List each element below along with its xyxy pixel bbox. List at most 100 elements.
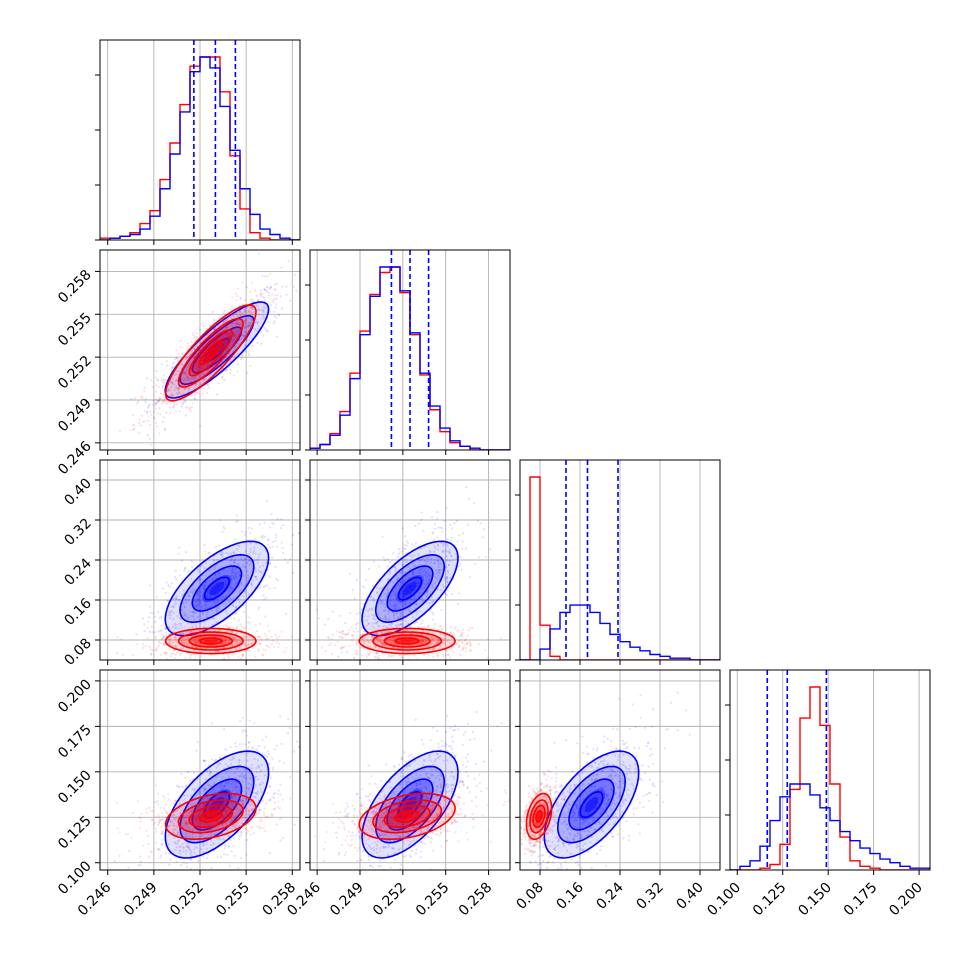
scatter-point [420, 511, 423, 514]
scatter-point [222, 340, 225, 343]
scatter-point [187, 378, 190, 382]
scatter-point [361, 654, 364, 657]
scatter-point [194, 819, 197, 822]
scatter-point [425, 556, 429, 560]
scatter-point [197, 597, 200, 601]
scatter-point [173, 598, 176, 601]
scatter-point [227, 336, 230, 339]
scatter-point [232, 570, 235, 573]
scatter-point [422, 570, 425, 573]
histogram-blue [730, 783, 930, 870]
density-fill-blue [403, 581, 417, 596]
scatter-point [185, 852, 188, 855]
scatter-point [232, 561, 236, 564]
scatter-point [148, 584, 151, 587]
scatter-point [220, 643, 223, 646]
scatter-point [474, 563, 477, 566]
scatter-point [427, 624, 430, 627]
scatter-point [456, 603, 460, 606]
scatter-point [254, 784, 257, 787]
scatter-point [331, 633, 335, 636]
scatter-point [244, 589, 247, 593]
scatter-point [255, 775, 258, 778]
scatter-point [183, 611, 186, 614]
scatter-point [194, 600, 197, 603]
scatter-point [168, 889, 170, 891]
scatter-point [386, 638, 389, 641]
scatter-point [430, 635, 433, 639]
scatter-point [220, 371, 223, 374]
scatter-point [272, 322, 275, 325]
scatter-point [397, 552, 400, 556]
scatter-point [434, 569, 437, 572]
scatter-point [177, 552, 180, 555]
scatter-point [243, 323, 246, 327]
scatter-point [266, 755, 269, 759]
scatter-point [279, 295, 282, 298]
scatter-point [165, 411, 168, 414]
scatter-point [404, 584, 407, 587]
scatter-point [235, 520, 238, 523]
scatter-point [355, 623, 358, 626]
scatter-point [232, 604, 235, 607]
scatter-point [118, 854, 121, 857]
scatter-point [235, 331, 239, 334]
scatter-point [432, 600, 435, 603]
scatter-point [263, 297, 266, 300]
scatter-point [192, 334, 195, 337]
scatter-point [166, 810, 169, 813]
scatter-point [151, 631, 154, 634]
scatter-point [188, 388, 191, 391]
scatter-point [236, 519, 239, 523]
scatter-point [427, 555, 430, 558]
scatter-point [239, 640, 242, 643]
scatter-point [243, 310, 246, 313]
scatter-point [188, 644, 191, 648]
scatter-point [240, 772, 243, 776]
scatter-point [234, 292, 237, 295]
scatter-point [257, 252, 260, 255]
scatter-point [412, 565, 415, 568]
scatter-point [399, 581, 402, 585]
scatter-point [445, 639, 448, 643]
scatter-point [171, 652, 175, 655]
scatter-point [407, 622, 410, 625]
scatter-point [221, 554, 224, 557]
scatter-point [444, 654, 447, 657]
scatter-point [132, 424, 135, 427]
scatter-point [372, 600, 375, 603]
scatter-point [232, 794, 235, 797]
scatter-point [236, 322, 239, 326]
scatter-point [194, 362, 197, 365]
scatter-point [212, 340, 215, 343]
scatter-point [227, 335, 231, 338]
scatter-point [184, 613, 187, 616]
scatter-point [174, 636, 177, 639]
scatter-point [229, 635, 232, 638]
scatter-point [339, 647, 342, 650]
scatter-point [430, 596, 434, 599]
contour-red [394, 637, 420, 645]
scatter-point [201, 564, 204, 567]
scatter-point [172, 376, 175, 379]
scatter-point [240, 557, 243, 560]
scatter-point [433, 647, 436, 651]
scatter-point [229, 316, 232, 319]
scatter-point [372, 560, 376, 563]
scatter-point [457, 639, 460, 642]
scatter-point [206, 334, 209, 337]
scatter-point [427, 578, 431, 581]
scatter-point [316, 608, 319, 611]
scatter-point [243, 610, 246, 613]
scatter-point [209, 771, 212, 774]
scatter-point [247, 786, 250, 790]
scatter-point [208, 769, 211, 772]
scatter-point [174, 627, 177, 630]
scatter-point [383, 609, 386, 612]
scatter-point [190, 577, 193, 581]
scatter-point [420, 518, 423, 521]
scatter-point [133, 397, 136, 400]
scatter-point [434, 575, 437, 579]
scatter-point [229, 802, 232, 805]
scatter-point [162, 378, 165, 381]
